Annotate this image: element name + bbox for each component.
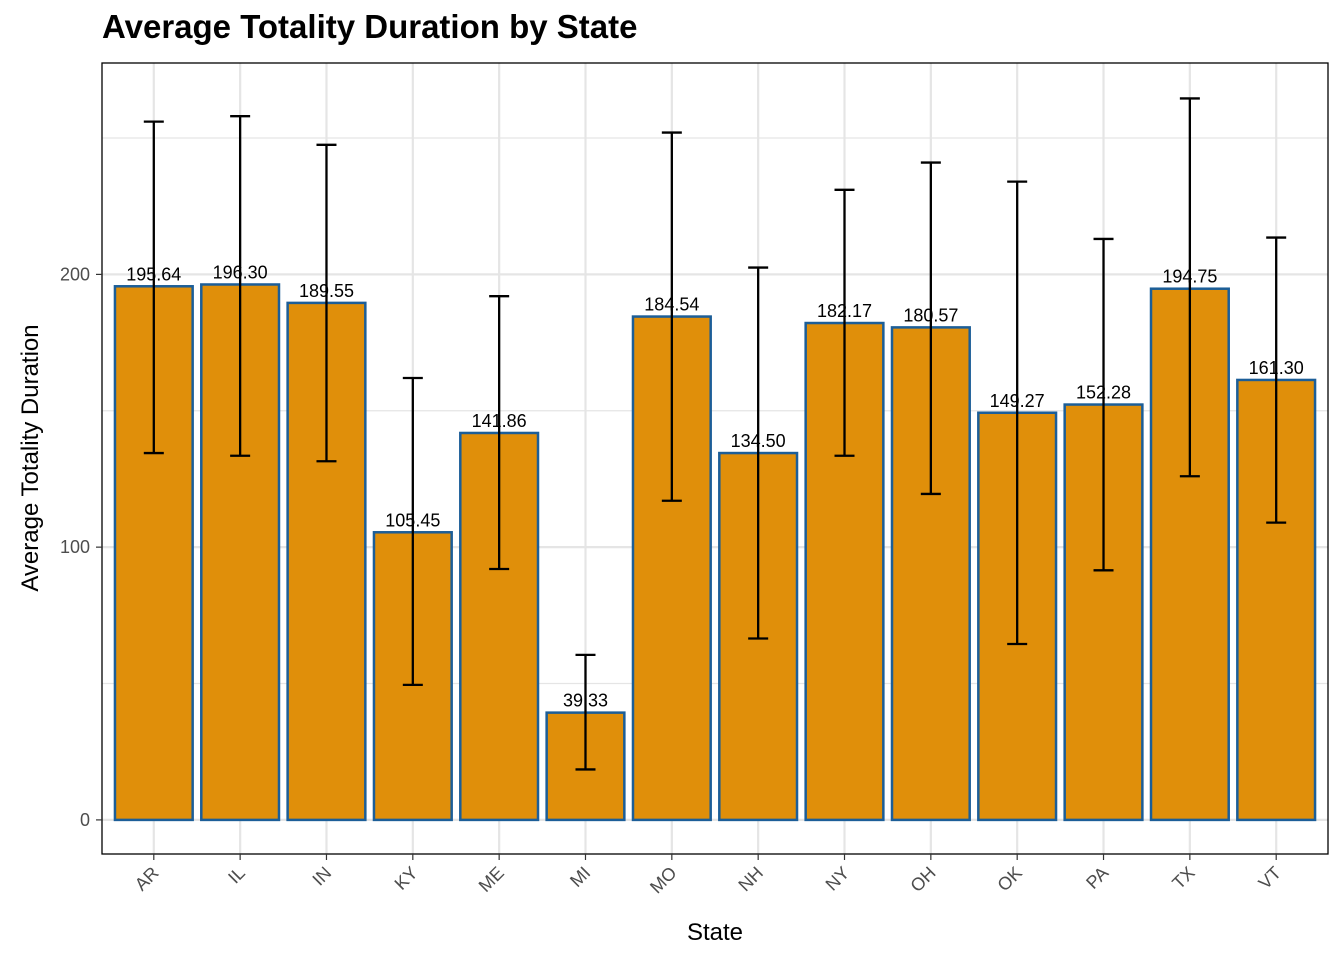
error-bar-vt	[1266, 236, 1287, 524]
x-tick-label-il: IL	[224, 863, 249, 888]
error-bar-oh	[920, 161, 941, 496]
y-axis-title: Average Totality Duration	[17, 324, 44, 591]
grid-layer	[102, 63, 1328, 854]
x-tick-label-mi: MI	[566, 863, 594, 891]
error-bar-mi	[575, 653, 596, 771]
plot-panel-border	[101, 62, 1329, 855]
x-tick-label-ny: NY	[822, 863, 854, 895]
x-tick-label-me: ME	[475, 863, 508, 896]
error-bar-me	[489, 295, 510, 571]
x-tick-label-pa: PA	[1082, 863, 1112, 893]
x-tick-label-ky: KY	[391, 863, 422, 894]
bars-layer	[113, 283, 1317, 822]
error-bars-layer	[143, 97, 1287, 771]
x-tick-label-mo: MO	[646, 863, 681, 898]
error-bar-ky	[402, 376, 423, 687]
x-tick-label-ok: OK	[993, 863, 1026, 896]
error-bar-ar	[143, 120, 164, 455]
y-tick-label: 0	[80, 810, 90, 830]
error-bar-ok	[1007, 180, 1028, 646]
x-tick-label-ar: AR	[131, 863, 163, 895]
error-bar-nh	[748, 266, 769, 640]
x-axis-title: State	[687, 919, 743, 946]
error-bar-ny	[834, 188, 855, 457]
x-tick-label-nh: NH	[734, 863, 767, 896]
x-tick-label-oh: OH	[906, 863, 939, 896]
x-tick-label-vt: VT	[1255, 863, 1285, 893]
x-tick-label-tx: TX	[1168, 863, 1198, 893]
x-tick-label-in: IN	[308, 863, 335, 890]
y-tick-label: 200	[60, 264, 90, 284]
error-bar-tx	[1179, 97, 1200, 478]
bar-me	[459, 431, 540, 822]
error-bar-pa	[1093, 237, 1114, 572]
error-bar-mo	[661, 131, 682, 502]
y-tick-label: 100	[60, 537, 90, 557]
error-bar-in	[316, 143, 337, 463]
error-bar-il	[230, 115, 251, 457]
chart-title: Average Totality Duration by State	[102, 8, 638, 45]
